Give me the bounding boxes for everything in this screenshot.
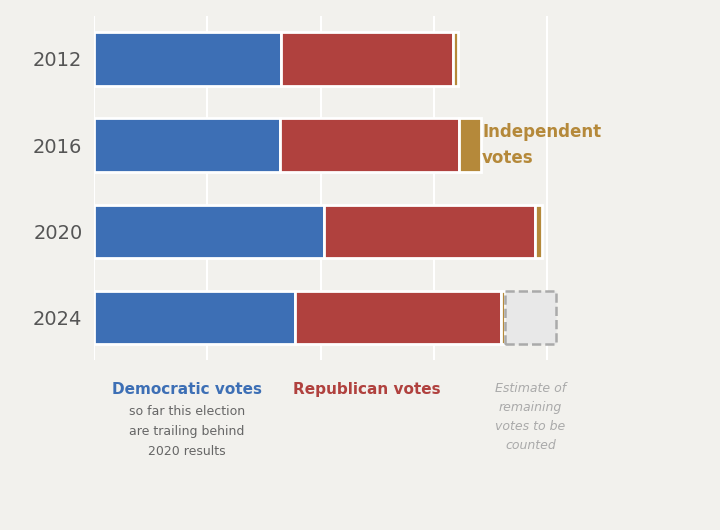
Bar: [94, 290, 295, 344]
Bar: [500, 290, 505, 344]
Bar: [281, 32, 454, 86]
Bar: [295, 290, 500, 344]
Bar: [94, 118, 280, 172]
Text: so far this election
are trailing behind
2020 results: so far this election are trailing behind…: [129, 405, 245, 458]
Text: Independent
votes: Independent votes: [482, 123, 601, 167]
Bar: [280, 118, 459, 172]
Bar: [324, 205, 535, 258]
Text: Estimate of
remaining
votes to be
counted: Estimate of remaining votes to be counte…: [495, 382, 566, 452]
Text: Democratic votes: Democratic votes: [112, 382, 262, 396]
Bar: [454, 32, 458, 86]
FancyBboxPatch shape: [505, 290, 556, 344]
Bar: [535, 205, 542, 258]
Bar: [94, 205, 324, 258]
Bar: [459, 118, 481, 172]
Text: Republican votes: Republican votes: [293, 382, 441, 396]
Bar: [94, 32, 281, 86]
